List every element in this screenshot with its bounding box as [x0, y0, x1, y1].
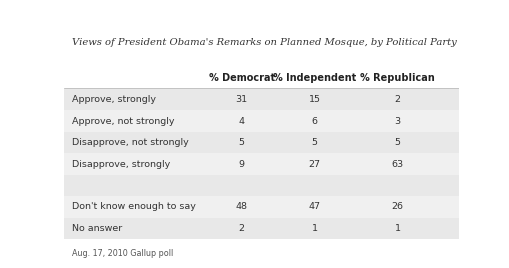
Text: 5: 5 — [394, 138, 400, 147]
Text: Views of President Obama's Remarks on Planned Mosque, by Political Party: Views of President Obama's Remarks on Pl… — [71, 38, 456, 47]
Bar — [64, 175, 458, 196]
Text: 47: 47 — [308, 202, 320, 211]
Text: 6: 6 — [311, 117, 317, 126]
Bar — [64, 89, 458, 110]
Text: 26: 26 — [391, 202, 403, 211]
Text: 4: 4 — [238, 117, 244, 126]
Bar — [64, 132, 458, 153]
Text: 31: 31 — [235, 95, 247, 104]
Text: 5: 5 — [311, 138, 317, 147]
Text: Don't know enough to say: Don't know enough to say — [71, 202, 195, 211]
Text: % Independent: % Independent — [273, 73, 356, 83]
Text: 48: 48 — [235, 202, 247, 211]
Text: Approve, strongly: Approve, strongly — [71, 95, 155, 104]
Text: 15: 15 — [308, 95, 320, 104]
Text: Aug. 17, 2010 Gallup poll: Aug. 17, 2010 Gallup poll — [71, 250, 173, 258]
Text: 2: 2 — [394, 95, 400, 104]
Text: 1: 1 — [311, 224, 317, 233]
Text: 5: 5 — [238, 138, 244, 147]
Text: Disapprove, not strongly: Disapprove, not strongly — [71, 138, 188, 147]
Text: 63: 63 — [391, 159, 403, 169]
Text: 1: 1 — [394, 224, 400, 233]
Text: No answer: No answer — [71, 224, 122, 233]
Bar — [64, 196, 458, 218]
Bar — [64, 153, 458, 175]
Text: % Democrat: % Democrat — [208, 73, 274, 83]
Text: 2: 2 — [238, 224, 244, 233]
Text: 3: 3 — [394, 117, 400, 126]
Bar — [64, 218, 458, 239]
Text: % Republican: % Republican — [360, 73, 434, 83]
Text: Disapprove, strongly: Disapprove, strongly — [71, 159, 169, 169]
Text: 27: 27 — [308, 159, 320, 169]
Text: Approve, not strongly: Approve, not strongly — [71, 117, 174, 126]
Bar — [64, 110, 458, 132]
Text: 9: 9 — [238, 159, 244, 169]
